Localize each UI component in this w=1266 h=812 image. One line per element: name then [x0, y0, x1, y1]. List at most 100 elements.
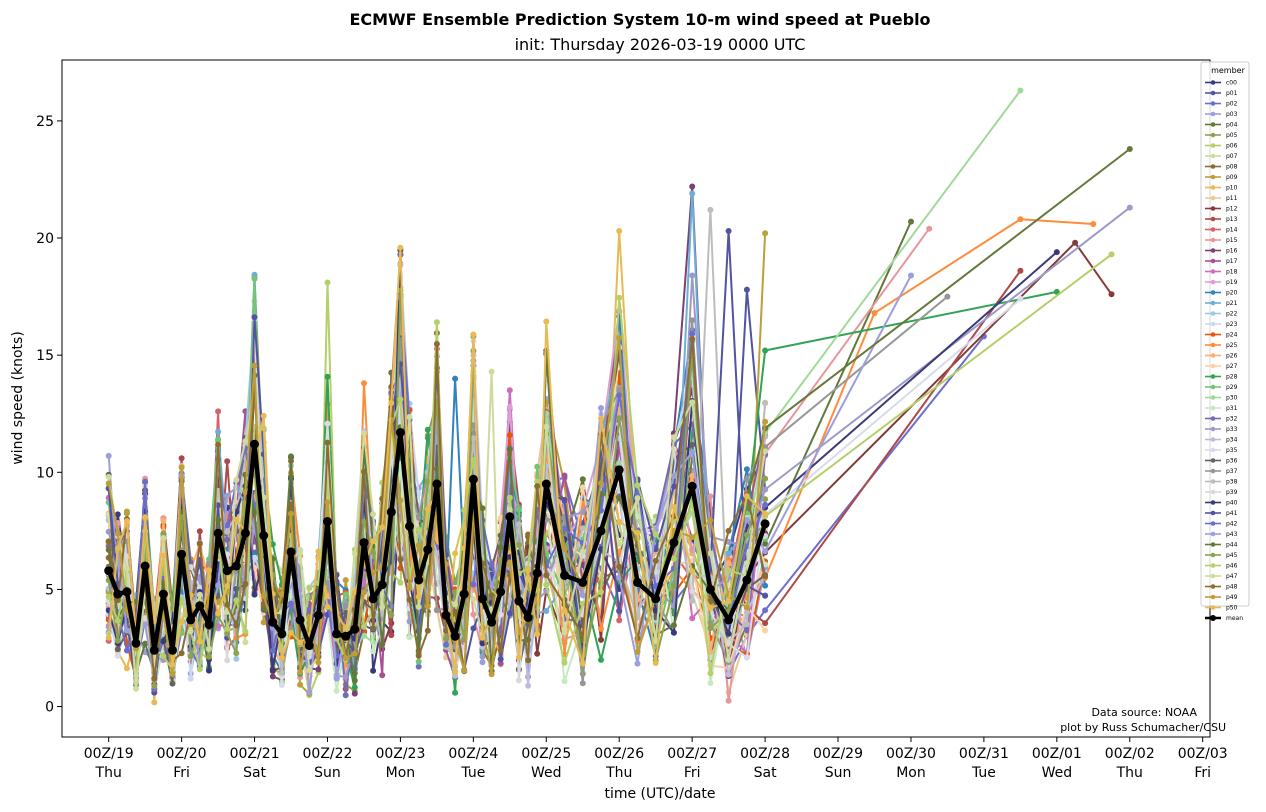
member-point — [598, 415, 604, 422]
legend-label: p14 — [1226, 227, 1238, 234]
member-point — [196, 666, 203, 673]
member-point — [242, 438, 249, 445]
x-tick-label-time: 00Z/28 — [740, 746, 790, 762]
author-credit: plot by Russ Schumacher/CSU — [1060, 721, 1226, 734]
member-point — [579, 592, 586, 599]
legend-entry-p43: p43 — [1205, 531, 1238, 538]
member-point — [561, 607, 568, 614]
member-point — [543, 581, 550, 588]
member-point — [278, 655, 285, 661]
legend-entry-p14: p14 — [1205, 227, 1238, 234]
legend-entry-p21: p21 — [1205, 300, 1238, 307]
member-point — [342, 655, 349, 662]
member-point — [652, 660, 659, 666]
member-point — [379, 604, 386, 610]
legend-entry-p37: p37 — [1205, 468, 1238, 475]
member-point — [306, 606, 313, 613]
legend-label: p29 — [1226, 384, 1238, 391]
member-point — [297, 669, 304, 676]
member-point — [689, 472, 696, 479]
mean-point — [405, 521, 414, 531]
member-point — [370, 625, 377, 632]
member-point — [497, 515, 504, 522]
member-point — [123, 565, 130, 572]
member-point — [689, 190, 696, 197]
member-point — [251, 550, 258, 557]
member-point — [433, 341, 440, 347]
legend-entry-p18: p18 — [1205, 269, 1238, 276]
x-tick-label-day: Thu — [605, 765, 632, 781]
legend-swatch-marker — [1210, 153, 1216, 159]
legend-swatch-marker — [1210, 489, 1216, 495]
y-tick-label: 0 — [45, 700, 54, 716]
member-point — [616, 334, 623, 341]
chart-legend: member c00 p01 p02 p03 p04 p05 p06 p07 p08 p09 p10… — [1200, 61, 1250, 622]
legend-entry-p33: p33 — [1205, 426, 1238, 433]
member-point — [743, 560, 750, 567]
member-point — [1053, 249, 1060, 256]
mean-point — [104, 566, 114, 576]
legend-swatch-marker — [1210, 584, 1216, 589]
member-point — [233, 650, 240, 657]
member-point — [105, 634, 112, 641]
member-point — [151, 675, 158, 682]
member-point — [652, 557, 659, 564]
member-point — [443, 635, 449, 642]
member-point — [908, 272, 914, 279]
x-tick-label-time: 00Z/23 — [375, 746, 425, 762]
member-point — [370, 569, 377, 576]
member-point — [151, 699, 158, 706]
member-point — [652, 531, 659, 538]
member-point — [278, 670, 285, 676]
member-point — [689, 399, 696, 406]
member-point — [515, 521, 522, 528]
member-point — [543, 608, 550, 614]
member-point — [406, 618, 413, 625]
member-point — [178, 596, 185, 603]
member-point — [415, 652, 422, 659]
member-point — [506, 404, 513, 410]
member-point — [506, 494, 513, 501]
member-point — [470, 457, 477, 463]
mean-point — [614, 465, 624, 475]
legend-entry-p24: p24 — [1205, 332, 1238, 339]
legend-swatch-marker — [1210, 248, 1216, 253]
legend-label: p02 — [1226, 101, 1238, 108]
x-tick-label-time: 00Z/20 — [157, 746, 207, 762]
legend-label: p04 — [1226, 122, 1238, 129]
member-point — [224, 583, 231, 589]
member-point — [743, 516, 750, 523]
member-point — [215, 610, 222, 617]
member-point — [689, 441, 696, 448]
member-point — [224, 522, 231, 529]
member-point — [424, 506, 431, 513]
member-point — [908, 218, 914, 225]
legend-swatch-marker — [1210, 521, 1216, 526]
legend-label: p20 — [1226, 290, 1238, 297]
legend-label: p13 — [1226, 216, 1238, 223]
member-point — [497, 544, 504, 551]
member-point — [105, 480, 112, 487]
legend-entry-p34: p34 — [1205, 437, 1238, 444]
legend-label: p36 — [1226, 458, 1238, 465]
member-point — [743, 493, 750, 500]
member-point — [616, 387, 623, 394]
member-point — [306, 585, 313, 592]
member-point — [443, 627, 449, 634]
member-point — [689, 568, 696, 575]
legend-label: mean — [1226, 615, 1243, 622]
legend-swatch-marker — [1210, 90, 1216, 96]
member-point — [114, 530, 121, 537]
legend-label: c00 — [1226, 80, 1237, 87]
member-point — [634, 482, 641, 489]
member-point — [406, 414, 413, 420]
mean-point — [560, 570, 569, 580]
member-point — [142, 514, 149, 521]
member-point — [260, 592, 267, 599]
x-tick-label-day: Fri — [684, 765, 701, 781]
legend-label: p45 — [1226, 552, 1238, 559]
member-point — [452, 375, 459, 382]
x-tick-label-day: Wed — [531, 765, 562, 781]
legend-entry-p26: p26 — [1205, 353, 1238, 360]
